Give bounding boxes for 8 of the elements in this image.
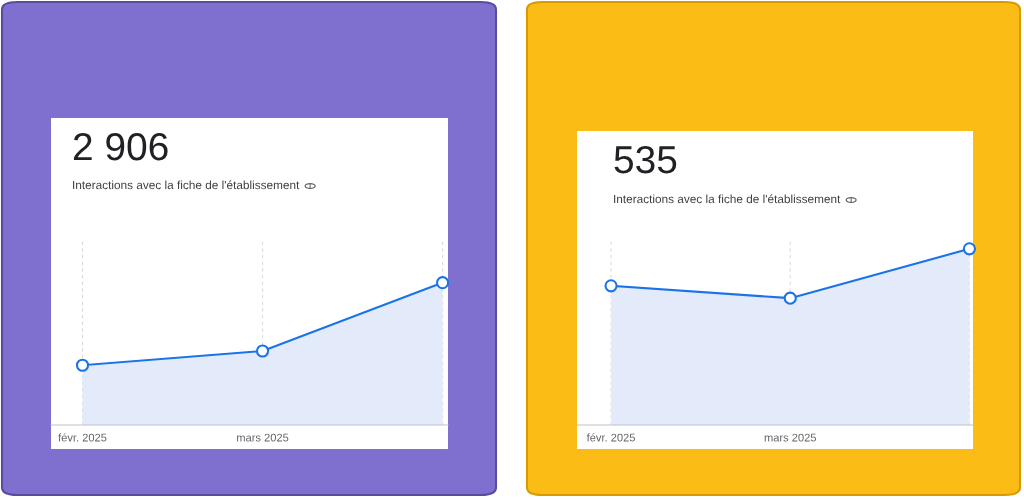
x-tick-label: mars 2025 xyxy=(764,433,817,442)
x-tick-label: mars 2025 xyxy=(237,433,289,442)
chart-subtitle: Interactions avec la fiche de l'établissement xyxy=(73,180,300,190)
x-tick-label: févr. 2025 xyxy=(58,433,107,442)
chart-title: 2 906 xyxy=(73,132,168,161)
chart-subtitle: Interactions avec la fiche de l'établissement xyxy=(614,194,841,204)
chart-title: 535 xyxy=(614,145,677,174)
x-tick-label: févr. 2025 xyxy=(586,433,635,442)
